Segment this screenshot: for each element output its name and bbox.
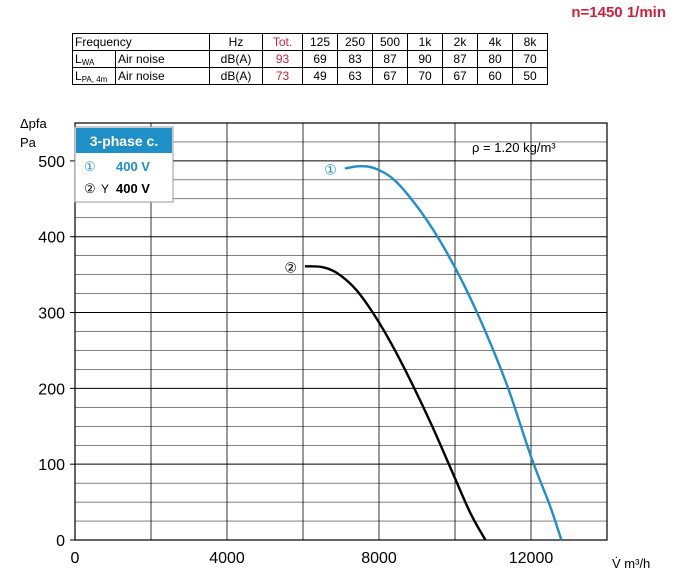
table-cell: 67 [442, 67, 478, 85]
y-tick-label: 400 [38, 230, 65, 247]
y-tick-label: 300 [38, 306, 65, 323]
header-cell: Hz [209, 33, 263, 51]
table-cell: 87 [372, 50, 408, 68]
table-row: LPA, 4m Air noise dB(A) 73 49 63 67 70 6… [72, 67, 548, 85]
legend-title-bar [76, 128, 172, 153]
row-description: Air noise [115, 67, 210, 85]
y-tick-labels: 0 100 200 300 400 500 [38, 154, 75, 550]
series-marker-1: ① [324, 161, 337, 177]
series-line-1 [344, 165, 563, 541]
legend-label-1: 400 V [116, 159, 150, 174]
table-cell: 49 [302, 67, 338, 85]
x-tick-label: 12000 [509, 550, 554, 567]
header-cell: 2k [442, 33, 478, 51]
y-tick-label: 0 [56, 533, 65, 550]
speed-label: n=1450 1/min [571, 4, 666, 21]
table-cell: 60 [477, 67, 513, 85]
legend-marker-1: ① [84, 159, 96, 174]
table-cell: 63 [337, 67, 373, 85]
y-tick-label: 500 [38, 154, 65, 171]
legend-title: 3-phase c. [90, 133, 158, 149]
header-cell: 4k [477, 33, 513, 51]
table-cell: 70 [407, 67, 443, 85]
table-cell: 90 [407, 50, 443, 68]
x-tick-labels: 0 4000 8000 12000 [71, 550, 554, 567]
density-label: ρ = 1.20 kg/m³ [472, 140, 556, 155]
table-cell: 67 [372, 67, 408, 85]
row-description: Air noise [115, 50, 210, 68]
table-header-row: Frequency Hz Tot. 125 250 500 1k 2k 4k 8… [72, 33, 548, 51]
legend-marker-2: ② [84, 181, 96, 196]
legend-box: 3-phase c. ① 400 V ② Y 400 V [74, 126, 174, 203]
y-tick-label: 100 [38, 457, 65, 474]
curve-markers: ①② [284, 161, 336, 275]
row-total: 73 [262, 67, 303, 85]
noise-table: Frequency Hz Tot. 125 250 500 1k 2k 4k 8… [72, 33, 548, 85]
table-cell: 50 [512, 67, 548, 85]
y-axis-label: Δpfa [20, 116, 48, 131]
row-total: 93 [262, 50, 303, 68]
table-cell: 87 [442, 50, 478, 68]
x-tick-label: 4000 [209, 550, 245, 567]
row-unit: dB(A) [209, 67, 263, 85]
y-axis-unit: Pa [20, 135, 37, 150]
x-axis-unit: V̇ m³/h [612, 556, 650, 571]
y-tick-label: 200 [38, 381, 65, 398]
wye-connection-icon: Y [101, 182, 109, 196]
series-marker-2: ② [284, 259, 297, 275]
legend-label-2: 400 V [116, 181, 150, 196]
row-unit: dB(A) [209, 50, 263, 68]
series-lines [304, 165, 563, 541]
x-tick-label: 8000 [361, 550, 397, 567]
series-line-2 [304, 265, 487, 541]
x-tick-label: 0 [71, 550, 80, 567]
header-cell: 500 [372, 33, 408, 51]
